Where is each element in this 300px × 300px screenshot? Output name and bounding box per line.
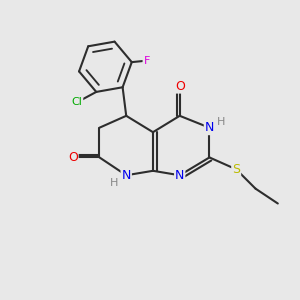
Text: N: N [205, 121, 214, 134]
Text: N: N [122, 169, 131, 182]
Text: N: N [175, 169, 184, 182]
Text: H: H [217, 117, 225, 127]
Text: O: O [175, 80, 185, 93]
Text: O: O [68, 151, 78, 164]
Text: S: S [232, 163, 240, 176]
Text: F: F [143, 56, 150, 66]
Text: Cl: Cl [71, 97, 82, 107]
Text: H: H [110, 178, 118, 188]
